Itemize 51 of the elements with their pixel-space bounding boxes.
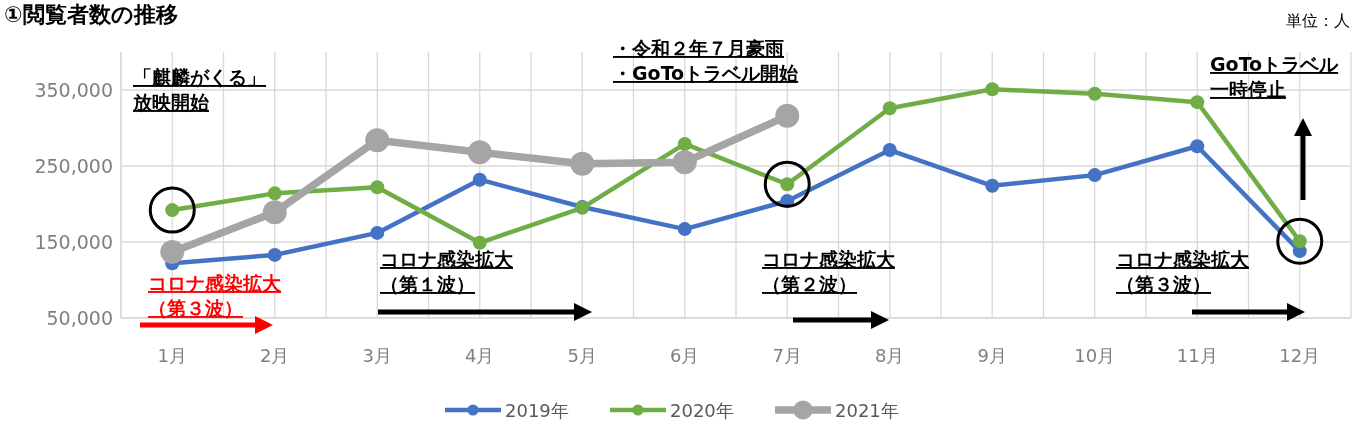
y-tick-label: 50,000 <box>46 307 113 329</box>
point <box>677 136 692 151</box>
annotation: ・令和２年７月豪雨・GoToトラベル開始 <box>613 37 800 84</box>
point <box>1087 168 1102 183</box>
x-tick-label: 11月 <box>1176 345 1218 366</box>
point <box>267 186 282 201</box>
point <box>1087 86 1102 101</box>
point <box>672 150 697 175</box>
point <box>882 143 897 158</box>
x-tick-label: 9月 <box>977 345 1007 366</box>
point <box>1190 95 1205 110</box>
y-tick-label: 250,000 <box>34 155 113 177</box>
point <box>262 200 287 225</box>
annotation: コロナ感染拡大（第３波） <box>148 272 282 319</box>
point <box>985 178 1000 193</box>
point <box>677 222 692 237</box>
annotation: GoToトラベル一時停止 <box>1210 53 1340 100</box>
x-tick-label: 1月 <box>157 345 187 366</box>
x-tick-label: 3月 <box>362 345 392 366</box>
point <box>882 101 897 116</box>
point <box>267 247 282 262</box>
annotation: コロナ感染拡大（第１波） <box>380 248 514 295</box>
annotation: コロナ感染拡大（第２波） <box>762 248 896 295</box>
y-tick-label: 150,000 <box>34 231 113 253</box>
x-tick-label: 5月 <box>567 345 597 366</box>
y-tick-label: 350,000 <box>34 79 113 101</box>
point <box>570 151 595 176</box>
legend-label: 2020年 <box>670 400 734 421</box>
annotation: 「麒麟がくる」放映開始 <box>132 66 266 113</box>
point <box>472 172 487 187</box>
chart-title: ①閲覧者数の推移 <box>4 2 178 27</box>
x-tick-label: 7月 <box>772 345 802 366</box>
point <box>160 239 185 264</box>
x-tick-label: 8月 <box>875 345 905 366</box>
text: 単位：人 <box>1286 11 1350 30</box>
x-tick-label: 2月 <box>260 345 290 366</box>
point <box>985 82 1000 97</box>
x-tick-label: 6月 <box>670 345 700 366</box>
x-tick-label: 4月 <box>465 345 495 366</box>
point <box>365 128 390 153</box>
point <box>467 140 492 165</box>
point <box>1190 139 1205 154</box>
legend-label: 2021年 <box>835 400 899 421</box>
x-tick-label: 12月 <box>1279 345 1321 366</box>
x-tick-label: 10月 <box>1074 345 1116 366</box>
point <box>370 225 385 240</box>
point <box>472 235 487 250</box>
point <box>370 180 385 195</box>
point <box>775 103 800 128</box>
legend-label: 2019年 <box>505 400 569 421</box>
annotation: コロナ感染拡大（第３波） <box>1116 248 1250 295</box>
